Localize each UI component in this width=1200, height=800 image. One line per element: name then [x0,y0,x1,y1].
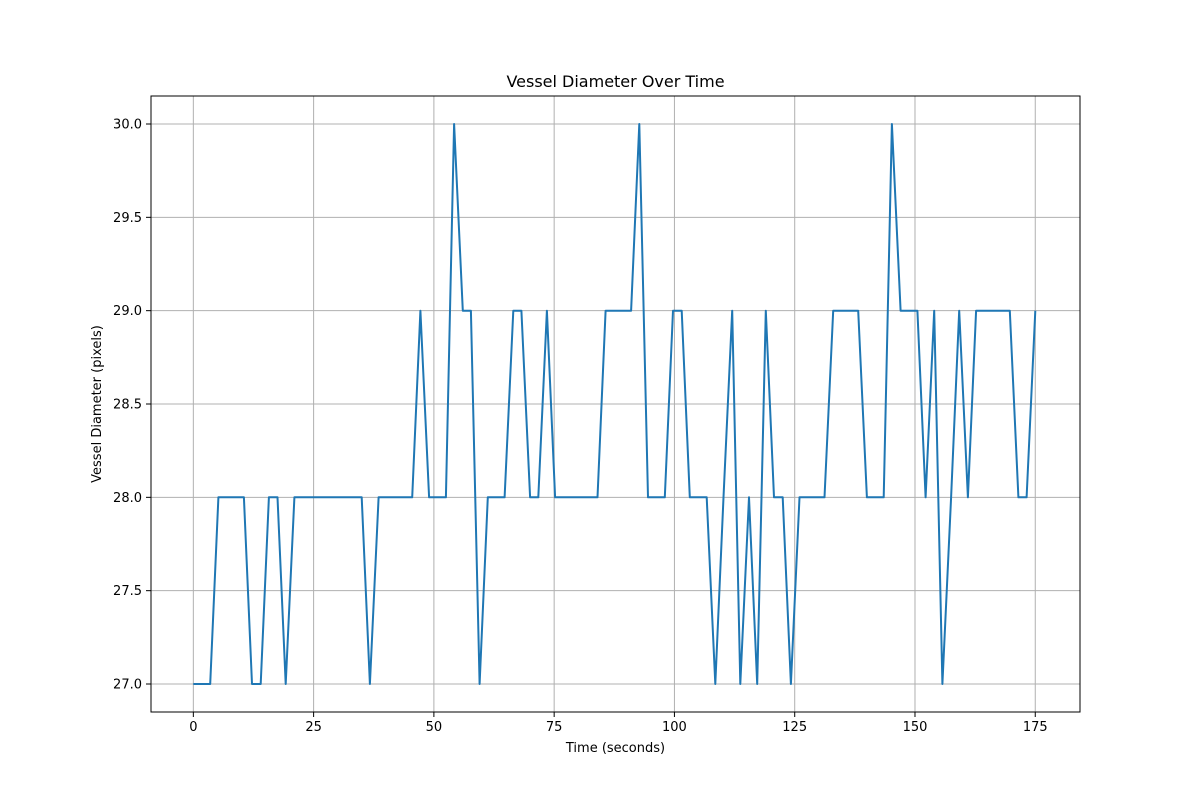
x-tick-label: 125 [782,720,807,735]
y-tick-label: 27.0 [113,678,142,693]
y-axis: 27.0 27.5 28.0 28.5 29.0 29.5 30.0 [113,118,151,693]
series-line [193,123,1037,685]
x-axis-label: Time (seconds) [565,741,665,756]
x-tick-label: 150 [903,720,928,735]
x-axis: 0 25 50 75 100 125 150 175 [189,712,1048,735]
x-tick-label: 50 [426,720,443,735]
x-tick-label: 75 [546,720,563,735]
y-axis-label: Vessel Diameter (pixels) [90,325,105,483]
y-tick-label: 30.0 [113,118,142,133]
x-tick-label: 25 [305,720,322,735]
y-tick-label: 28.0 [113,491,142,506]
y-tick-label: 29.5 [113,211,142,226]
y-tick-label: 27.5 [113,584,142,599]
x-tick-label: 0 [189,720,197,735]
chart-title: Vessel Diameter Over Time [506,72,724,91]
x-tick-label: 175 [1023,720,1048,735]
x-tick-label: 100 [662,720,687,735]
y-tick-label: 29.0 [113,304,142,319]
y-tick-label: 28.5 [113,398,142,413]
series-group [193,123,1037,685]
